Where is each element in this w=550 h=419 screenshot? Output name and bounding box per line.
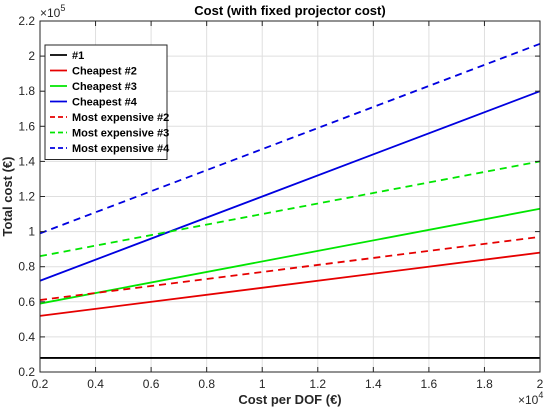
chart-title: Cost (with fixed projector cost) — [194, 3, 385, 18]
series-line — [39, 235, 541, 301]
y-tick-label: 2 — [28, 49, 35, 63]
series-line — [39, 207, 541, 305]
series-line — [39, 42, 541, 235]
legend-label: Most expensive #3 — [72, 128, 169, 140]
x-tick-label: 0.4 — [87, 377, 104, 391]
y-multiplier-base: ×10 — [40, 6, 61, 20]
x-axis-multiplier: ×104 — [518, 390, 543, 407]
y-tick-label: 0.8 — [18, 260, 35, 274]
x-tick-label: 1.2 — [309, 377, 326, 391]
x-tick-label: 1 — [259, 377, 266, 391]
y-tick-label: 0.6 — [18, 295, 35, 309]
series-lines — [39, 42, 541, 359]
x-multiplier-base: ×10 — [518, 393, 539, 407]
x-tick-label: 1.4 — [365, 377, 382, 391]
x-tick-label: 1.6 — [421, 377, 438, 391]
y-tick-label: 1.4 — [18, 154, 35, 168]
y-tick-label: 1 — [28, 225, 35, 239]
axis-ticks: 0.2 0.4 0.6 0.8 1 1.2 1.4 1.6 1.8 2 0.2 0.4 0.6 0.8 1 1… — [18, 14, 543, 391]
x-multiplier-exponent: 4 — [538, 390, 543, 400]
x-tick-label: 0.8 — [198, 377, 215, 391]
legend-label: Most expensive #4 — [72, 143, 170, 155]
x-axis-label: Cost per DOF (€) — [238, 392, 341, 407]
y-tick-label: 2.2 — [18, 14, 35, 28]
y-tick-label: 1.8 — [18, 84, 35, 98]
series-line — [39, 251, 541, 317]
y-tick-label: 1.2 — [18, 190, 35, 204]
y-axis-label: Total cost (€) — [0, 157, 15, 237]
legend-label: Cheapest #3 — [72, 81, 137, 93]
legend-label: Cheapest #4 — [72, 97, 138, 109]
y-axis-multiplier: ×105 — [40, 3, 65, 20]
y-tick-label: 1.6 — [18, 119, 35, 133]
legend-label: #1 — [72, 50, 84, 62]
y-multiplier-exponent: 5 — [60, 3, 65, 13]
legend-label: Cheapest #2 — [72, 66, 137, 78]
legend: #1 Cheapest #2 Cheapest #3 Cheapest #4 Most … — [44, 44, 170, 160]
series-line — [39, 160, 541, 258]
series-line — [39, 90, 541, 282]
x-tick-label: 0.2 — [32, 377, 49, 391]
x-tick-label: 2 — [537, 377, 544, 391]
legend-label: Most expensive #2 — [72, 112, 169, 124]
x-tick-label: 1.8 — [476, 377, 493, 391]
x-tick-label: 0.6 — [143, 377, 160, 391]
y-tick-label: 0.4 — [18, 330, 35, 344]
y-tick-label: 0.2 — [18, 365, 35, 379]
